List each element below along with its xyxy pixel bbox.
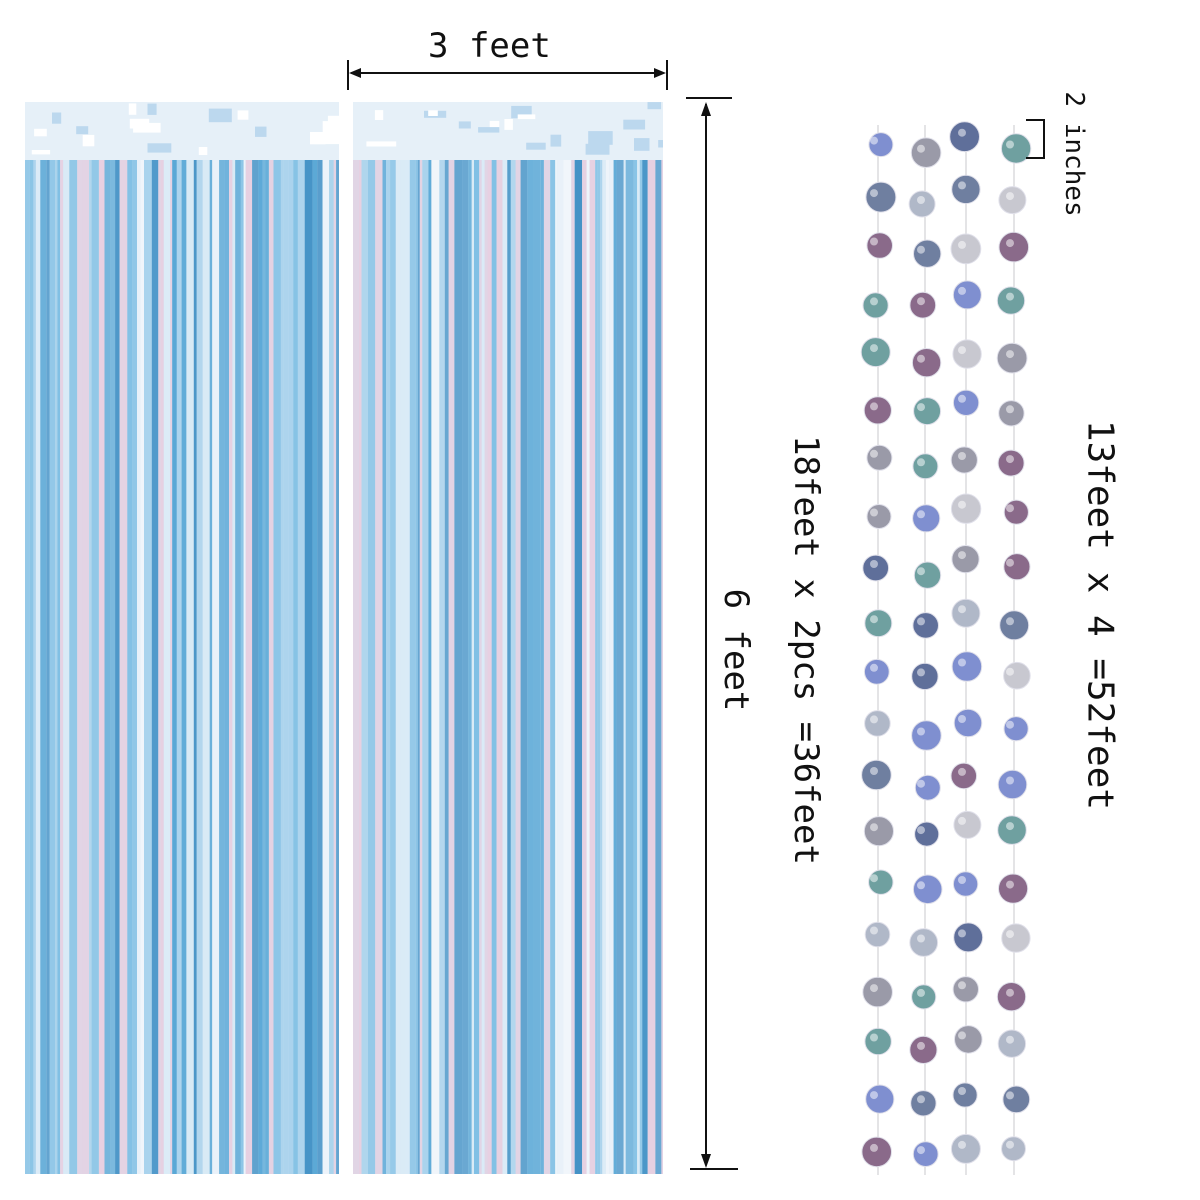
width-tick-left [347,60,349,90]
foil-curtain-left-strands [25,102,339,1174]
height-tick-top [686,97,732,99]
height-label: 6 feet [716,588,756,712]
width-label: 3 feet [428,26,551,66]
width-arrow [349,68,666,78]
foil-curtain-right-strands [353,102,663,1174]
dot-spacing-label: 2 inches [1059,91,1089,217]
foil-curtain-right [353,102,663,1174]
width-tick-right [666,60,668,90]
foil-curtain-left [25,102,339,1174]
height-tick-bottom [690,1168,738,1170]
height-arrow [701,102,711,1168]
dot-spacing-bracket [1026,119,1045,159]
curtain-total-label: 18feet x 2pcs =36feet [786,435,826,865]
garland-total-label: 13feet x 4 =52feet [1079,419,1121,811]
